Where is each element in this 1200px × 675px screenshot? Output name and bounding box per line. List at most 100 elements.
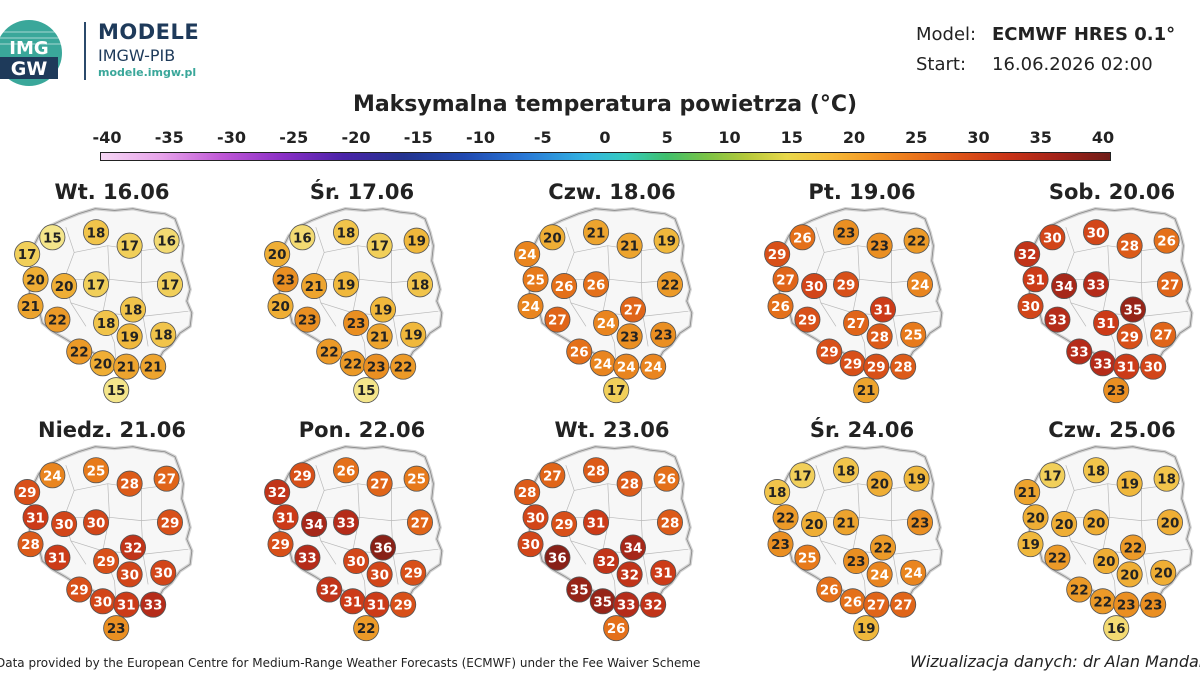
temperature-value: 27 xyxy=(157,473,176,488)
temperature-marker: 26 xyxy=(551,272,578,300)
temperature-value: 31 xyxy=(117,599,136,614)
temperature-marker: 36 xyxy=(369,534,397,561)
temperature-marker: 21 xyxy=(301,272,328,300)
temperature-value: 20 xyxy=(1161,516,1180,531)
scale-tick-label: 25 xyxy=(905,128,928,147)
temperature-value: 28 xyxy=(587,464,606,479)
day-title: Wt. 16.06 xyxy=(54,180,170,204)
temperature-marker: 28 xyxy=(514,479,541,506)
temperature-marker: 20 xyxy=(539,224,566,251)
region-border xyxy=(892,554,899,585)
temperature-marker: 23 xyxy=(616,323,643,350)
temperature-marker: 26 xyxy=(839,588,866,615)
temperature-marker: 19 xyxy=(1116,470,1143,497)
temperature-marker: 23 xyxy=(363,353,390,380)
temperature-marker: 32 xyxy=(316,576,343,603)
temperature-value: 22 xyxy=(907,235,926,250)
temperature-marker: 24 xyxy=(906,271,933,298)
temperature-marker: 32 xyxy=(1014,241,1041,268)
temperature-marker: 20 xyxy=(1022,504,1049,531)
temperature-marker: 17 xyxy=(366,232,393,259)
temperature-marker: 19 xyxy=(400,321,427,348)
temperature-marker: 27 xyxy=(366,470,393,497)
day-title: Śr. 17.06 xyxy=(309,180,415,204)
temperature-marker: 20 xyxy=(1116,561,1143,588)
day-panel: Pt. 19.06 26 23 29 23 22 27 30 29 24 26 31 27 29 28 25 2… xyxy=(747,180,977,410)
temperature-value: 27 xyxy=(776,273,795,288)
temperature-marker: 31 xyxy=(44,544,71,571)
temperature-marker: 28 xyxy=(616,470,643,497)
day-title: Pt. 19.06 xyxy=(808,180,916,204)
temperature-value: 28 xyxy=(120,478,139,493)
temperature-marker: 26 xyxy=(816,576,843,603)
temperature-value: 21 xyxy=(1018,486,1037,501)
temperature-value: 29 xyxy=(293,469,312,484)
day-title: Czw. 18.06 xyxy=(548,180,676,204)
temperature-value: 19 xyxy=(1120,478,1139,493)
temperature-marker: 19 xyxy=(653,227,680,254)
temperature-marker: 34 xyxy=(301,510,328,538)
poland-map: 16 18 20 17 19 23 21 19 18 20 19 23 23 21 19 22 22 23 22 15 xyxy=(247,202,477,412)
temperature-value: 17 xyxy=(370,240,389,255)
temperature-value: 20 xyxy=(268,248,287,263)
temperature-value: 19 xyxy=(407,235,426,250)
temperature-marker: 31 xyxy=(22,504,49,531)
temperature-value: 35 xyxy=(570,584,589,599)
scale-labels: -40 -35 -30 -25 -20 -15 -10 -5 0 5 10 15 20 25 30 35 40 xyxy=(0,128,1200,150)
temperature-value: 17 xyxy=(120,240,139,255)
temperature-marker: 22 xyxy=(316,338,343,365)
temperature-value: 30 xyxy=(55,518,74,533)
temperature-value: 24 xyxy=(644,361,663,376)
temperature-marker: 24 xyxy=(866,561,893,588)
temperature-value: 31 xyxy=(1026,273,1045,288)
temperature-marker: 26 xyxy=(653,465,680,492)
temperature-marker: 30 xyxy=(1039,224,1066,251)
temperature-value: 22 xyxy=(320,346,339,361)
temperature-marker: 18 xyxy=(833,457,860,484)
temperature-marker: 23 xyxy=(833,219,860,246)
scale-tick-label: -5 xyxy=(533,128,552,147)
temperature-marker: 20 xyxy=(264,241,291,268)
temperature-marker: 22 xyxy=(353,615,380,642)
temperature-value: 20 xyxy=(870,478,889,493)
temperature-value: 22 xyxy=(70,346,89,361)
temperature-marker: 27 xyxy=(772,266,799,293)
poland-map: 17 18 18 20 19 22 20 21 23 23 22 23 25 24 24 26 26 27 27 19 xyxy=(747,440,977,650)
temperature-value: 18 xyxy=(337,226,356,241)
temperature-marker: 15 xyxy=(103,377,130,404)
temperature-marker: 22 xyxy=(44,306,71,333)
temperature-value: 16 xyxy=(1107,622,1126,637)
temperature-marker: 23 xyxy=(866,232,893,259)
temperature-marker: 15 xyxy=(39,224,66,251)
temperature-marker: 30 xyxy=(89,588,116,615)
temperature-value: 30 xyxy=(347,555,366,570)
day-title: Niedz. 21.06 xyxy=(38,418,186,442)
temperature-marker: 23 xyxy=(650,321,677,348)
temperature-marker: 30 xyxy=(51,510,78,538)
temperature-marker: 32 xyxy=(264,479,291,506)
temperature-marker: 23 xyxy=(843,547,870,574)
temperature-value: 32 xyxy=(597,555,616,570)
temperature-marker: 29 xyxy=(66,576,93,603)
temperature-value: 31 xyxy=(1117,361,1136,376)
temperature-value: 28 xyxy=(1120,240,1139,255)
region-border xyxy=(142,554,149,585)
temperature-marker: 17 xyxy=(116,232,143,259)
scale-tick-label: 35 xyxy=(1029,128,1052,147)
temperature-marker: 24 xyxy=(517,293,544,320)
temperature-value: 31 xyxy=(367,599,386,614)
temperature-marker: 27 xyxy=(406,509,433,536)
temperature-value: 21 xyxy=(620,240,639,255)
brand-url-link[interactable]: modele.imgw.pl xyxy=(98,66,197,79)
temperature-value: 16 xyxy=(293,231,312,246)
temperature-value: 20 xyxy=(1087,516,1106,531)
temperature-marker: 35 xyxy=(1119,296,1147,323)
temperature-marker: 29 xyxy=(863,353,890,380)
scale-tick-label: 30 xyxy=(967,128,990,147)
temperature-value: 17 xyxy=(87,278,106,293)
temperature-marker: 21 xyxy=(113,353,140,380)
temperature-marker: 17 xyxy=(1039,462,1066,489)
temperature-marker: 36 xyxy=(544,544,571,571)
temperature-value: 28 xyxy=(620,478,639,493)
temperature-value: 19 xyxy=(337,278,356,293)
